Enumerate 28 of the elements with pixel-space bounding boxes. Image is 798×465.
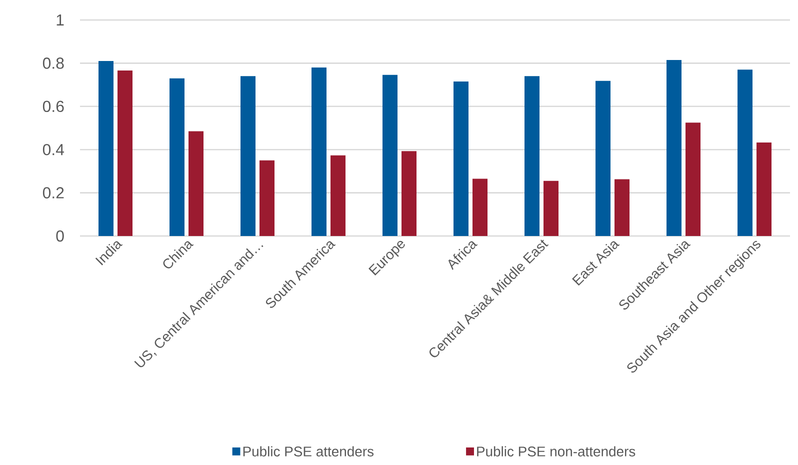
y-tick-label: 0.6 (42, 100, 64, 112)
y-tick-label: 0.4 (42, 144, 64, 156)
bar (756, 142, 772, 236)
bar (312, 68, 327, 236)
y-tick-label: 0 (56, 230, 64, 242)
bar (666, 60, 682, 236)
legend-label: Public PSE non-attenders (477, 446, 636, 456)
bar (738, 70, 753, 236)
bar (382, 74, 398, 236)
y-tick-label: 0.8 (42, 58, 64, 69)
bar (614, 179, 630, 236)
bar (472, 178, 488, 236)
bar (330, 155, 346, 236)
bar (118, 70, 132, 236)
y-tick-label: 1 (56, 14, 64, 26)
bar (524, 76, 540, 236)
y-tick-label: 0.2 (42, 187, 64, 198)
bar (402, 151, 417, 236)
bar (686, 122, 701, 236)
bar (544, 180, 559, 236)
bar (98, 61, 114, 236)
bar (454, 82, 469, 236)
bar (170, 78, 184, 236)
bar (188, 131, 204, 236)
legend-label: Public PSE attenders (243, 446, 374, 456)
bar (240, 76, 256, 236)
bar (260, 160, 275, 236)
bar (596, 80, 611, 236)
